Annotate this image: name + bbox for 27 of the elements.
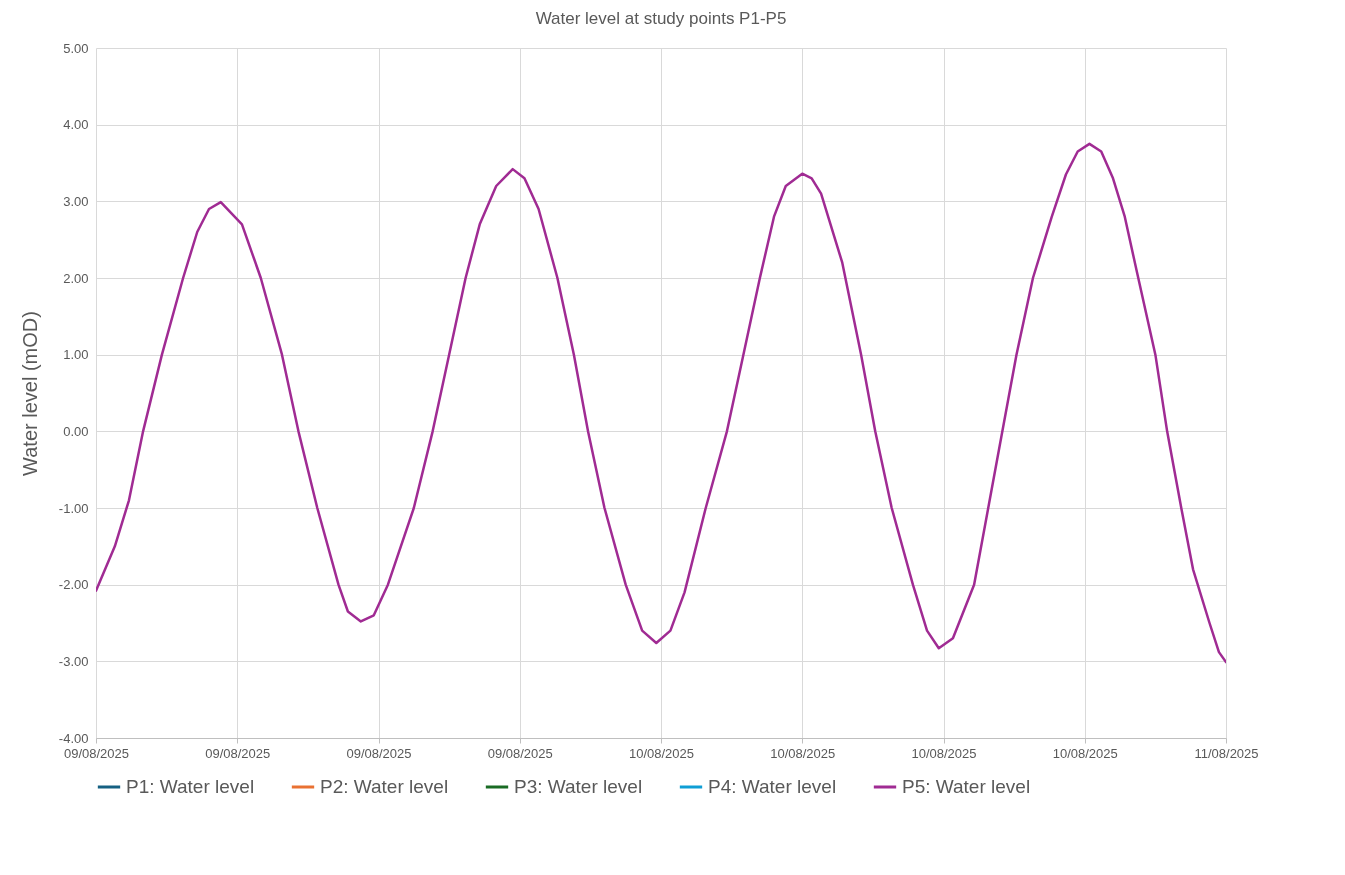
- x-tick-label: 10/08/2025: [911, 745, 977, 761]
- x-tick-label: 09/08/2025: [487, 745, 553, 761]
- y-tick-label: 3.00: [63, 193, 89, 209]
- x-tick-label: 09/08/2025: [63, 745, 130, 761]
- legend-label: P3: Water level: [514, 776, 643, 797]
- y-tick-label: 2.00: [63, 270, 89, 286]
- y-tick-label: -3.00: [58, 653, 89, 669]
- x-tick-label: 09/08/2025: [205, 745, 271, 761]
- legend-label: P5: Water level: [902, 776, 1031, 797]
- y-tick-label: 4.00: [63, 117, 89, 133]
- chart-title: Water level at study points P1-P5: [535, 9, 787, 28]
- y-tick-label: -1.00: [58, 500, 89, 516]
- y-tick-label: 5.00: [63, 40, 89, 56]
- legend-label: P4: Water level: [708, 776, 837, 797]
- y-tick-label: -4.00: [58, 730, 89, 746]
- legend-label: P2: Water level: [320, 776, 449, 797]
- x-tick-label: 09/08/2025: [346, 745, 412, 761]
- legend-label: P1: Water level: [126, 776, 255, 797]
- y-tick-label: 1.00: [63, 347, 89, 363]
- y-tick-label: -2.00: [58, 577, 89, 593]
- y-axis-title: Water level (mOD): [18, 311, 41, 476]
- y-tick-label: 0.00: [63, 423, 89, 439]
- x-tick-label: 10/08/2025: [770, 745, 836, 761]
- x-tick-label: 11/08/2025: [1194, 745, 1259, 761]
- x-tick-label: 10/08/2025: [1052, 745, 1118, 761]
- x-tick-label: 10/08/2025: [628, 745, 695, 761]
- line-series: [96, 142, 1226, 664]
